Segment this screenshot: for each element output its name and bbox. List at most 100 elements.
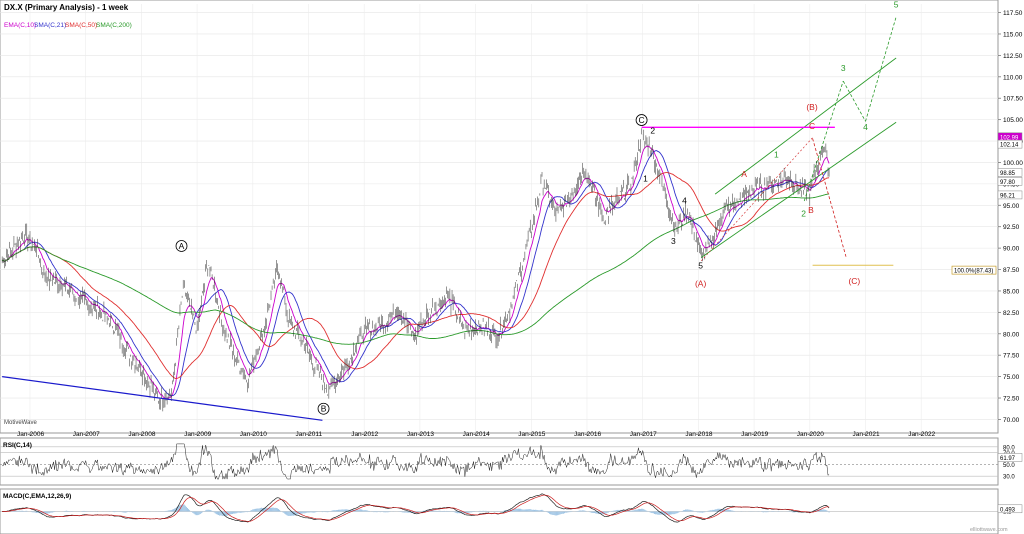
x-tick-label: Jan-2022 xyxy=(908,431,935,438)
fib-tag xyxy=(951,265,997,275)
price-tags: 102.99 102.14 98.85 97.80 96.21 100.0%(87.43) xyxy=(951,132,1023,275)
x-tick-label: Jan-2019 xyxy=(741,431,768,438)
projection-wave4-line xyxy=(842,80,866,122)
macd-value-label: 0.493 xyxy=(1000,507,1016,513)
wave-label: 1 xyxy=(774,149,779,159)
rsi-tick-label: 80.0 xyxy=(1003,445,1015,451)
rsi-value-tag xyxy=(997,453,1023,462)
price-tag xyxy=(997,190,1023,200)
chart-title: DX.X (Primary Analysis) - 1 week xyxy=(4,3,129,12)
x-tick-label: Jan-2013 xyxy=(407,431,434,438)
x-tick-label: Jan-2020 xyxy=(797,431,824,438)
wave-label: 2 xyxy=(801,208,806,218)
price-tag-label: 102.99 xyxy=(1000,135,1019,141)
y-tick-label: 70.00 xyxy=(1003,417,1020,424)
wave-circle xyxy=(635,114,648,126)
projection-wave3-line xyxy=(803,80,844,202)
watermark: MotiveWave xyxy=(4,420,37,426)
y-tick-label: 90.00 xyxy=(1003,246,1020,253)
macd-plot: 0.00.493 xyxy=(0,493,1023,523)
wave-label: 2 xyxy=(650,125,655,135)
wave-label: 3 xyxy=(841,63,846,73)
wave-projections xyxy=(2,16,897,421)
wave-label: A xyxy=(179,241,185,251)
y-tick-label: 107.50 xyxy=(1003,96,1023,103)
rsi-tick-label: 50.0 xyxy=(1003,463,1015,469)
x-tick-label: Jan-2012 xyxy=(351,431,378,438)
wave-label: (C) xyxy=(848,276,860,286)
x-tick-label: Jan-2011 xyxy=(296,431,323,438)
x-tick-label: Jan-2010 xyxy=(240,431,267,438)
y-tick-label: 80.00 xyxy=(1003,331,1020,338)
wave-label: (B) xyxy=(806,102,818,112)
y-tick-label: 77.50 xyxy=(1003,353,1020,360)
rsi-title: RSI(C,14) xyxy=(3,442,32,449)
x-tick-label: Jan-2021 xyxy=(853,431,880,438)
price-tag-label: 97.80 xyxy=(1000,180,1016,186)
wave-label: 4 xyxy=(682,196,687,206)
rsi-value-label: 61.97 xyxy=(1000,456,1016,462)
rsi-tick-label: 30.0 xyxy=(1003,475,1015,481)
legend-sma50: SMA(C,50) xyxy=(65,22,97,29)
legend-sma200: SMA(C,200) xyxy=(96,22,132,29)
price-tag xyxy=(997,139,1023,149)
wave-label: C xyxy=(639,115,645,125)
x-tick-label: Jan-2007 xyxy=(73,431,100,438)
wave-label: 4 xyxy=(863,122,868,132)
y-tick-label: 75.00 xyxy=(1003,374,1020,381)
macd-value-tag xyxy=(997,504,1023,514)
macd-signal-line xyxy=(2,494,830,522)
sma21-line xyxy=(1,150,830,397)
wave-label: B xyxy=(321,404,327,414)
y-tick-label: 115.00 xyxy=(1003,31,1023,38)
rsi-plot: 80.070.050.030.061.97 xyxy=(0,443,1023,481)
wave-circle xyxy=(175,240,188,252)
channel-upper-line xyxy=(714,57,897,195)
wave-label: A xyxy=(741,169,747,179)
wave-circle xyxy=(317,402,330,415)
y-tick-label: 112.50 xyxy=(1003,53,1023,60)
projection-wave5-line xyxy=(865,16,897,122)
y-tick-label: 87.50 xyxy=(1003,267,1020,274)
time-axis: Jan-2006 Jan-2007 Jan-2008 Jan-2009 Jan-2010… xyxy=(17,431,936,438)
x-tick-label: Jan-2015 xyxy=(518,431,545,438)
wave-label: 1 xyxy=(643,173,648,183)
price-tag xyxy=(997,177,1023,186)
price-grid xyxy=(0,4,998,433)
macd-title: MACD(C,EMA,12,26,9) xyxy=(3,493,71,500)
price-tag-label: 98.85 xyxy=(1000,171,1016,177)
footer-url: elliottwave.com xyxy=(970,527,1008,533)
y-tick-label: 72.50 xyxy=(1003,396,1020,403)
price-bars xyxy=(1,128,830,412)
wave-label: 5 xyxy=(894,0,899,9)
y-tick-label: 85.00 xyxy=(1003,288,1020,295)
wave-label: (A) xyxy=(695,279,707,289)
x-tick-label: Jan-2008 xyxy=(128,431,155,438)
y-tick-label: 110.00 xyxy=(1003,74,1023,81)
wave-label: 5 xyxy=(698,261,703,271)
fib-tag-label: 100.0%(87.43) xyxy=(954,269,993,275)
wave-label: B xyxy=(808,205,814,215)
x-tick-label: Jan-2014 xyxy=(463,431,490,438)
wave-label: 3 xyxy=(671,236,676,246)
x-tick-label: Jan-2006 xyxy=(17,431,44,438)
sma50-line xyxy=(1,172,830,379)
rsi-line xyxy=(2,443,830,481)
price-tag xyxy=(997,168,1023,177)
price-tag-label: 102.14 xyxy=(1000,143,1019,149)
legend-sma21: SMA(C,21) xyxy=(34,22,66,29)
indicator-legend: EMA(C,10) SMA(C,21) SMA(C,50) SMA(C,200) xyxy=(4,22,132,29)
y-tick-label: 92.50 xyxy=(1003,224,1020,231)
y-tick-label: 105.00 xyxy=(1003,117,1023,124)
x-tick-label: Jan-2016 xyxy=(574,431,601,438)
x-tick-label: Jan-2018 xyxy=(685,431,712,438)
support-trendline xyxy=(2,376,323,421)
y-tick-label: 95.00 xyxy=(1003,203,1020,210)
wave-label: C xyxy=(809,121,815,131)
x-tick-label: Jan-2017 xyxy=(630,431,657,438)
y-tick-label: 117.50 xyxy=(1003,10,1023,17)
x-tick-label: Jan-2009 xyxy=(184,431,211,438)
price-panel xyxy=(0,0,999,434)
